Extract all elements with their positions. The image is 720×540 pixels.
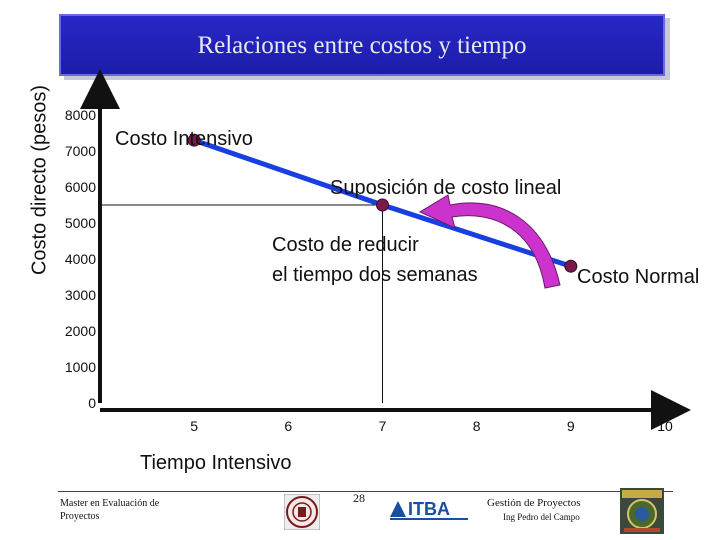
data-point — [187, 133, 201, 147]
x-tick-label: 5 — [190, 418, 198, 434]
itba-logo: ITBA — [388, 495, 470, 528]
data-point — [376, 198, 389, 212]
y-tick-label: 8000 — [65, 107, 96, 123]
annotation-tiempo-intensivo: Tiempo Intensivo — [140, 452, 292, 474]
annotation-costo-normal: Costo Normal — [577, 266, 700, 288]
y-tick-label: 5000 — [65, 215, 96, 231]
footer-right-author: Ing Pedro del Campo — [503, 512, 580, 522]
y-tick-label: 4000 — [65, 251, 96, 267]
slide-title: Relaciones entre costos y tiempo — [197, 32, 527, 59]
title-box — [59, 14, 665, 76]
itba-logo-mark — [390, 501, 406, 517]
data-point — [564, 259, 578, 273]
x-tick-label: 8 — [473, 418, 481, 434]
footer-divider — [58, 491, 673, 492]
x-tick-label: 7 — [379, 418, 387, 434]
x-tick-label: 10 — [657, 418, 673, 434]
y-tick-label: 6000 — [65, 179, 96, 195]
footer-left-text: Master en Evaluación de Proyectos — [60, 498, 160, 522]
footer-right-title: Gestión de Proyectos — [487, 497, 581, 509]
y-tick-label: 3000 — [65, 287, 96, 303]
curved-arrow — [418, 194, 561, 289]
y-tick-label: 0 — [88, 395, 96, 411]
itba-logo-text: ITBA — [408, 499, 450, 519]
x-tick-label: 9 — [567, 418, 575, 434]
university-seal-logo — [283, 493, 321, 535]
x-tick-label: 6 — [284, 418, 292, 434]
crest-logo — [620, 488, 664, 539]
page-number: 28 — [353, 491, 365, 505]
annotation-costo-intensivo: Costo Intensivo — [115, 128, 253, 150]
y-tick-label: 1000 — [65, 359, 96, 375]
y-tick-label: 7000 — [65, 143, 96, 159]
annotation-reducir-line2: el tiempo dos semanas — [272, 264, 478, 286]
annotation-reducir-line1: Costo de reducir — [272, 234, 419, 256]
annotation-suposicion: Suposición de costo lineal — [330, 177, 562, 199]
y-tick-label: 2000 — [65, 323, 96, 339]
